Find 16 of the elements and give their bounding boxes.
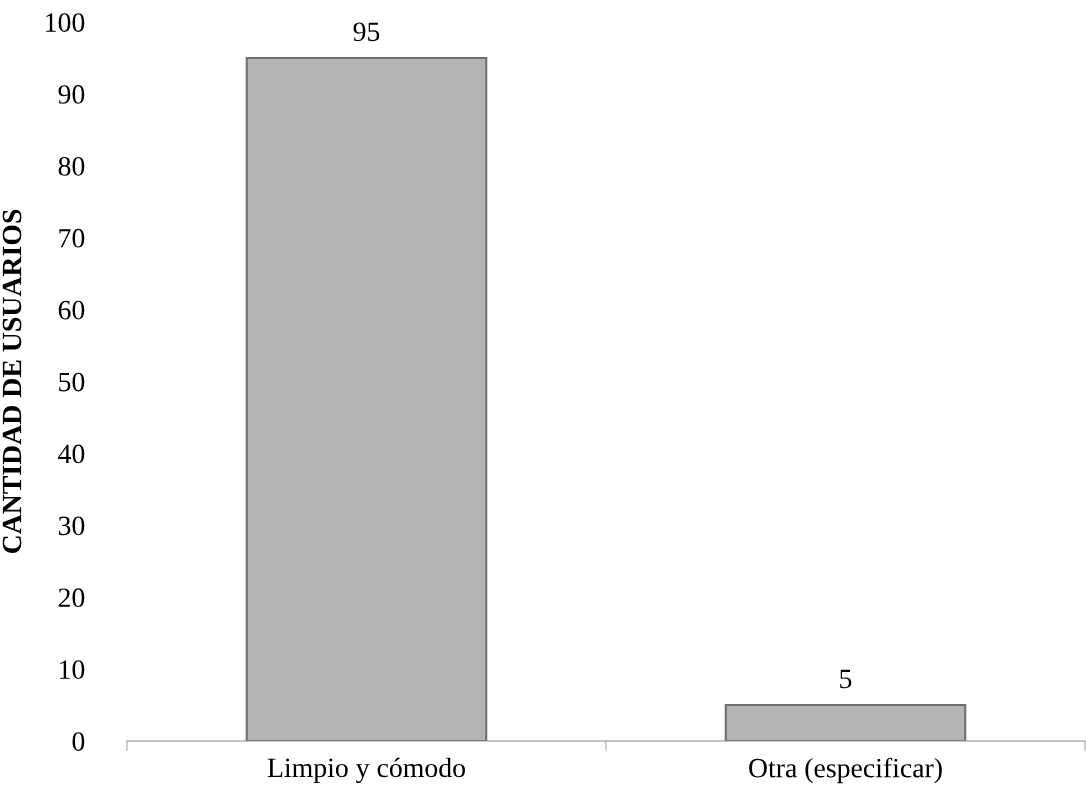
y-tick-label: 100 [46,13,85,32]
y-tick-label: 20 [58,588,85,608]
y-tick-label: 10 [60,660,85,680]
x-tick-label: Otra (especificar) [749,757,942,784]
data-label: 95 [353,22,380,42]
y-tick-label: 50 [59,372,85,392]
x-tick-label: Limpio y cómodo [267,757,465,783]
y-axis-title: CANTIDAD DE USUARIOS [2,209,22,554]
y-tick-label: 60 [58,300,85,320]
y-tick-label: 0 [72,732,85,751]
y-tick-label: 90 [58,85,85,104]
y-tick-label: 30 [58,516,85,536]
data-label: 5 [840,669,852,689]
y-tick-label: 40 [58,444,85,464]
y-tick-label: 70 [59,228,85,248]
y-tick-label: 80 [58,156,85,176]
